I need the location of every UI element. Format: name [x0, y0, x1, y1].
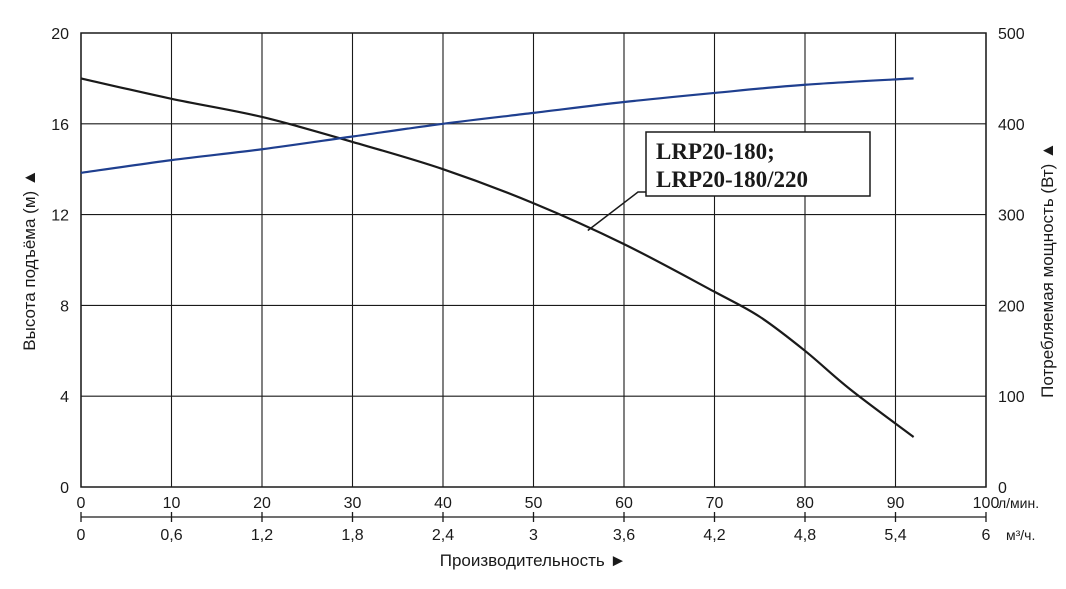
left-tick-label: 16 [51, 117, 69, 134]
x-primary-tick-label: 20 [253, 495, 271, 512]
left-axis-ticks: 0 4 8 12 16 20 [51, 26, 69, 497]
right-axis-title: Потребляемая мощность (Вт) ▲ [1038, 142, 1057, 398]
callout-box [645, 131, 871, 197]
x-primary-tick-label: 60 [615, 495, 633, 512]
x-axis-secondary-unit: м³/ч. [1006, 527, 1035, 543]
x-secondary-tick-label: 3 [529, 527, 538, 544]
x-secondary-tick-label: 4,8 [794, 527, 816, 544]
left-tick-label: 12 [51, 208, 69, 225]
x-secondary-tick-label: 1,2 [251, 527, 273, 544]
right-tick-label: 300 [998, 208, 1025, 225]
x-secondary-tick-label: 5,4 [884, 527, 906, 544]
x-secondary-tick-label: 1,8 [341, 527, 363, 544]
x-secondary-tick-label: 4,2 [703, 527, 725, 544]
callout-label-line-1: LRP20-180; [656, 139, 775, 164]
right-tick-label: 100 [998, 389, 1025, 406]
callout-label-line-2: LRP20-180/220 [656, 167, 808, 192]
x-secondary-tick-label: 6 [982, 527, 991, 544]
x-axis-primary-ticks: 0 10 20 30 40 50 60 70 80 90 100 [77, 495, 1000, 512]
right-axis-ticks: 0 100 200 300 400 500 [998, 26, 1025, 497]
power-curve-line [80, 77, 914, 174]
left-axis-title: Высота подъёма (м) ▲ [20, 169, 39, 350]
grid-lines [80, 32, 987, 488]
x-primary-tick-label: 40 [434, 495, 452, 512]
callout-leader-line [587, 191, 646, 232]
x-secondary-tick-label: 2,4 [432, 527, 454, 544]
x-primary-tick-label: 80 [796, 495, 814, 512]
left-tick-label: 8 [60, 298, 69, 315]
left-tick-label: 20 [51, 26, 69, 43]
x-primary-tick-label: 50 [525, 495, 543, 512]
x-secondary-tick-label: 3,6 [613, 527, 635, 544]
x-axis-title: Производительность ► [440, 551, 627, 570]
series-layer [80, 77, 915, 438]
plot-frame [80, 32, 987, 488]
x-secondary-tick-label: 0,6 [160, 527, 182, 544]
left-tick-label: 0 [60, 480, 69, 497]
x-primary-tick-label: 70 [706, 495, 724, 512]
right-tick-label: 0 [998, 480, 1007, 497]
x-primary-tick-label: 90 [887, 495, 905, 512]
head-curve-line [80, 77, 915, 438]
series-callout: LRP20-180; LRP20-180/220 [587, 131, 871, 232]
x-primary-tick-label: 100 [973, 495, 1000, 512]
right-tick-label: 500 [998, 26, 1025, 43]
x-primary-tick-label: 10 [163, 495, 181, 512]
right-tick-label: 200 [998, 298, 1025, 315]
x-axis-secondary: 0 0,6 1,2 1,8 2,4 3 3,6 4,2 4,8 5,4 6 [77, 512, 991, 544]
right-tick-label: 400 [998, 117, 1025, 134]
x-secondary-tick-label: 0 [77, 527, 86, 544]
x-primary-tick-label: 30 [344, 495, 362, 512]
x-axis-primary-unit: л/мин. [998, 495, 1039, 511]
left-tick-label: 4 [60, 389, 69, 406]
x-primary-tick-label: 0 [77, 495, 86, 512]
